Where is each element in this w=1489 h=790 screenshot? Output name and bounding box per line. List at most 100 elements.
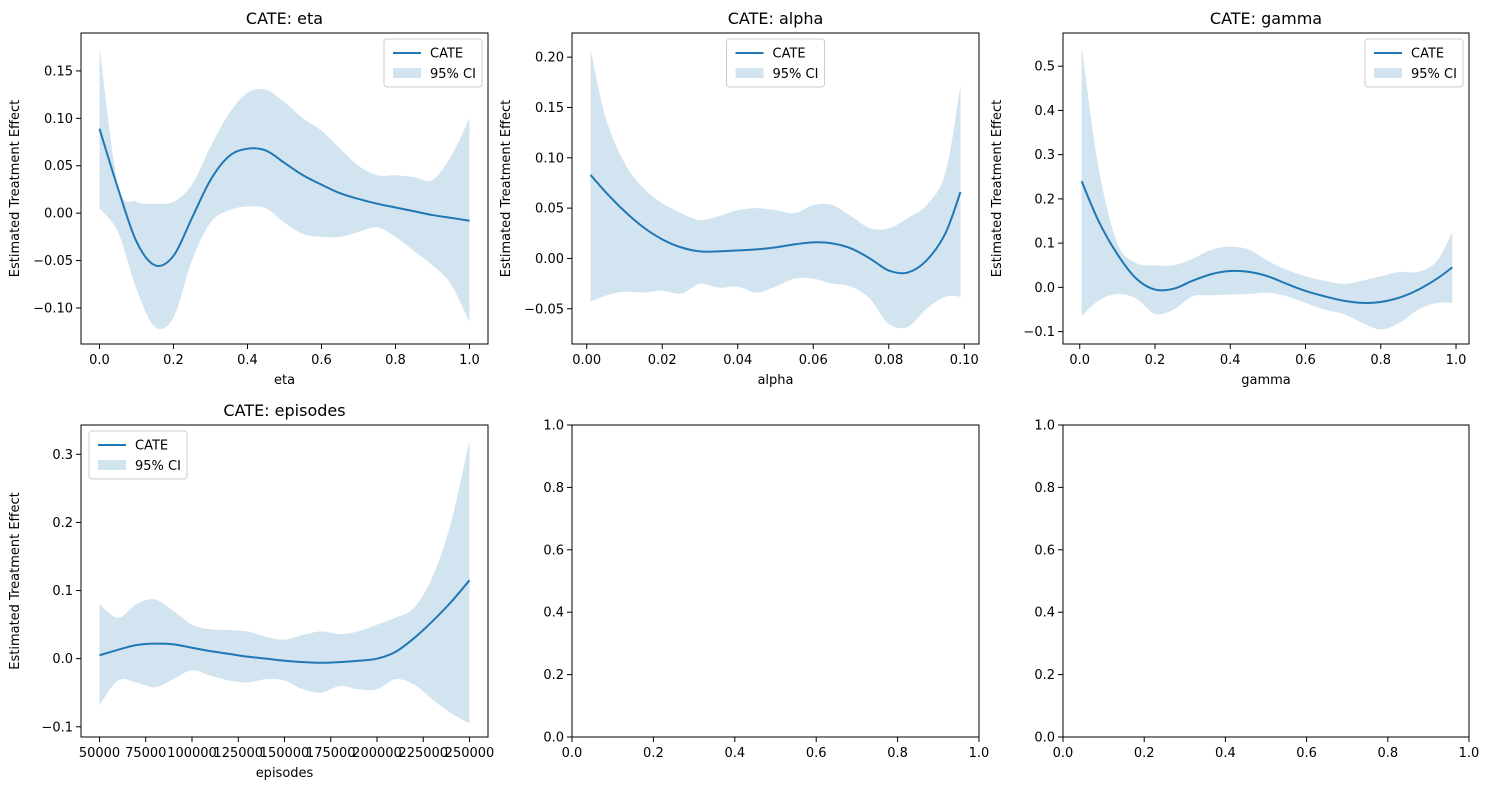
x-tick-label: 0.8 (1377, 746, 1398, 761)
y-tick-label: 0.6 (1034, 543, 1055, 558)
x-tick-label: 175000 (306, 746, 356, 761)
subplot-3: 0.0 0.2 0.4 0.6 0.8 1.0 −0.1 0.0 0.1 0.2 0.3 0.4 0.5… (990, 9, 1470, 388)
x-tick-label: 150000 (260, 746, 310, 761)
subplot-title: CATE: gamma (1210, 9, 1322, 28)
y-tick-label: −0.1 (41, 720, 73, 735)
y-tick-label: 0.6 (543, 543, 564, 558)
y-tick-label: −0.10 (33, 301, 73, 316)
legend: CATE 95% CI (88, 430, 188, 480)
x-tick-label: 1.0 (1446, 353, 1467, 368)
y-tick-label: −0.05 (33, 254, 73, 269)
axes-frame (1062, 424, 1470, 738)
ci-band (99, 440, 470, 724)
x-tick-label: 100000 (167, 746, 217, 761)
ci-band (1081, 46, 1453, 330)
y-tick-label: 0.15 (44, 64, 73, 79)
x-tick-label: 0.06 (799, 353, 828, 368)
y-tick-label: 0.0 (543, 731, 564, 746)
ci-band (99, 47, 470, 330)
x-tick-label: 0.08 (874, 353, 903, 368)
axes-frame (1062, 32, 1470, 345)
x-tick-label: 0.8 (385, 353, 406, 368)
x-axis-label: episodes (256, 766, 314, 781)
y-tick-label: 0.10 (535, 151, 564, 166)
legend-label-ci: 95% CI (773, 67, 819, 82)
y-tick-label: 0.2 (52, 516, 73, 531)
x-tick-label: 0.0 (562, 746, 583, 761)
x-tick-label: 0.4 (1215, 746, 1236, 761)
x-tick-label: 0.2 (163, 353, 184, 368)
y-axis-label: Estimated Treatment Effect (990, 100, 1005, 278)
legend-label-cate: CATE (1411, 47, 1444, 62)
x-tick-label: 0.8 (1370, 353, 1391, 368)
subplot-title: CATE: eta (246, 9, 323, 28)
x-tick-label: 0.0 (89, 353, 110, 368)
x-tick-label: 0.2 (1134, 746, 1155, 761)
cate-line (99, 579, 471, 664)
x-tick-label: 0.6 (311, 353, 332, 368)
legend-band-swatch (98, 460, 126, 470)
y-tick-label: 0.15 (535, 101, 564, 116)
y-tick-label: 0.1 (1034, 237, 1055, 252)
axes-frame (571, 32, 980, 345)
x-tick-label: 0.0 (1053, 746, 1074, 761)
y-tick-label: 0.4 (543, 606, 564, 621)
y-tick-label: 0.8 (1034, 481, 1055, 496)
x-axis-label: alpha (757, 373, 793, 388)
subplot-5: 0.0 0.2 0.4 0.6 0.8 1.0 0.0 0.2 0.4 0.6 0.8 1.0 (543, 419, 989, 762)
x-tick-label: 0.6 (1295, 353, 1316, 368)
y-tick-label: 0.2 (543, 668, 564, 683)
y-axis-label: Estimated Treatment Effect (8, 100, 23, 278)
x-tick-label: 0.0 (1069, 353, 1090, 368)
legend-box (88, 430, 188, 480)
x-tick-label: 0.02 (648, 353, 677, 368)
subplot-title: CATE: episodes (223, 401, 345, 420)
x-tick-label: 125000 (213, 746, 263, 761)
y-tick-label: 0.00 (44, 207, 73, 222)
x-tick-label: 0.00 (572, 353, 601, 368)
y-tick-label: 0.2 (1034, 192, 1055, 207)
y-tick-label: 0.0 (1034, 281, 1055, 296)
axes-frame (80, 32, 489, 345)
x-tick-label: 0.6 (806, 746, 827, 761)
y-tick-label: 0.3 (52, 448, 73, 463)
legend-label-ci: 95% CI (135, 459, 181, 474)
y-axis-label: Estimated Treatment Effect (499, 100, 514, 278)
y-tick-label: 0.3 (1034, 148, 1055, 163)
legend: CATE 95% CI (726, 38, 825, 88)
subplot-6: 0.0 0.2 0.4 0.6 0.8 1.0 0.0 0.2 0.4 0.6 0.8 1.0 (1034, 419, 1479, 762)
subplot-title: CATE: alpha (728, 9, 824, 28)
x-tick-label: 0.4 (237, 353, 258, 368)
legend-band-swatch (735, 68, 764, 78)
legend-band-swatch (1374, 68, 1402, 78)
x-tick-label: 50000 (79, 746, 120, 761)
y-tick-label: −0.05 (524, 302, 564, 317)
x-tick-label: 0.10 (950, 353, 979, 368)
x-tick-label: 0.2 (643, 746, 664, 761)
x-tick-label: 200000 (352, 746, 402, 761)
y-tick-label: 0.10 (44, 112, 73, 127)
x-tick-label: 225000 (398, 746, 448, 761)
legend: CATE 95% CI (383, 38, 483, 88)
legend-band-swatch (393, 68, 421, 78)
legend-label-cate: CATE (430, 47, 463, 62)
y-tick-label: 0.0 (52, 652, 73, 667)
x-tick-label: 1.0 (1459, 746, 1480, 761)
y-axis-label: Estimated Treatment Effect (8, 492, 23, 670)
y-tick-label: 0.1 (52, 584, 73, 599)
y-tick-label: 0.0 (1034, 731, 1055, 746)
x-tick-label: 75000 (125, 746, 166, 761)
y-tick-label: 0.05 (44, 159, 73, 174)
x-axis-label: gamma (1241, 373, 1291, 388)
y-tick-label: 1.0 (543, 419, 564, 434)
subplot-1: 0.0 0.2 0.4 0.6 0.8 1.0 −0.10 −0.05 0.00 0.05 0.10… (8, 9, 489, 388)
cate-line (1080, 180, 1453, 304)
y-tick-label: 0.5 (1034, 60, 1055, 75)
y-tick-label: 0.4 (1034, 104, 1055, 119)
x-tick-label: 0.04 (723, 353, 752, 368)
x-tick-label: 0.4 (1220, 353, 1241, 368)
axes-frame (571, 424, 980, 738)
y-tick-label: 0.8 (543, 481, 564, 496)
ci-band (590, 49, 961, 329)
